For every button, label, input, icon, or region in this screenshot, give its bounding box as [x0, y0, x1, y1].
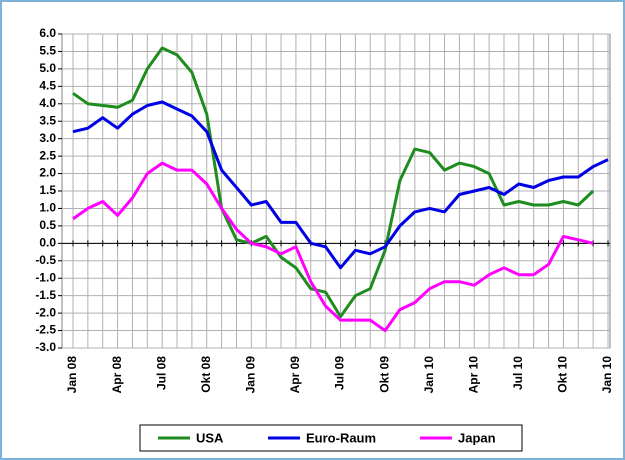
y-tick-label: 3.5: [39, 113, 56, 127]
x-tick-label: Okt 08: [199, 356, 213, 393]
y-tick-label: 5.5: [39, 44, 56, 58]
y-tick-label: -0.5: [35, 253, 56, 267]
y-tick-label: -1.5: [35, 288, 56, 302]
x-tick-label: Okt 09: [377, 356, 391, 393]
legend-label: Japan: [458, 430, 496, 445]
series-line: [72, 161, 594, 333]
x-tick-label: Apr 10: [466, 356, 480, 394]
x-tick-label: Jan 10: [422, 356, 436, 394]
y-tick-label: -1.0: [35, 270, 56, 284]
y-tick-label: 5.0: [39, 61, 56, 75]
legend-label: Euro-Raum: [306, 430, 376, 445]
y-tick-label: 1.5: [39, 183, 56, 197]
legend: [139, 424, 523, 452]
x-tick-label: Jul 10: [511, 356, 525, 390]
x-tick-label: Jul 09: [333, 356, 347, 390]
x-tick-label: Jan 08: [65, 356, 79, 394]
y-tick-label: 4.0: [39, 96, 56, 110]
y-tick-label: 2.5: [39, 148, 56, 162]
y-tick-label: 6.0: [39, 26, 56, 40]
y-tick-label: 4.5: [39, 79, 56, 93]
y-tick-label: 2.0: [39, 166, 56, 180]
x-tick-label: Jul 08: [154, 356, 168, 390]
x-tick-label: Okt 10: [556, 356, 570, 393]
y-tick-label: 1.0: [39, 201, 56, 215]
legend-label: USA: [196, 430, 224, 445]
x-tick-label: Apr 09: [288, 356, 302, 394]
y-tick-label: -2.5: [35, 323, 56, 337]
series-line: [72, 46, 595, 319]
series-line: [72, 100, 609, 270]
x-tick-label: Jan 10: [600, 356, 614, 394]
y-tick-label: 3.0: [39, 131, 56, 145]
y-tick-label: 0.0: [39, 236, 56, 250]
y-tick-label: 0.5: [39, 218, 56, 232]
x-tick-label: Apr 08: [110, 356, 124, 394]
y-tick-label: -3.0: [35, 340, 56, 354]
y-tick-label: -2.0: [35, 305, 56, 319]
x-tick-label: Jan 09: [244, 356, 258, 394]
